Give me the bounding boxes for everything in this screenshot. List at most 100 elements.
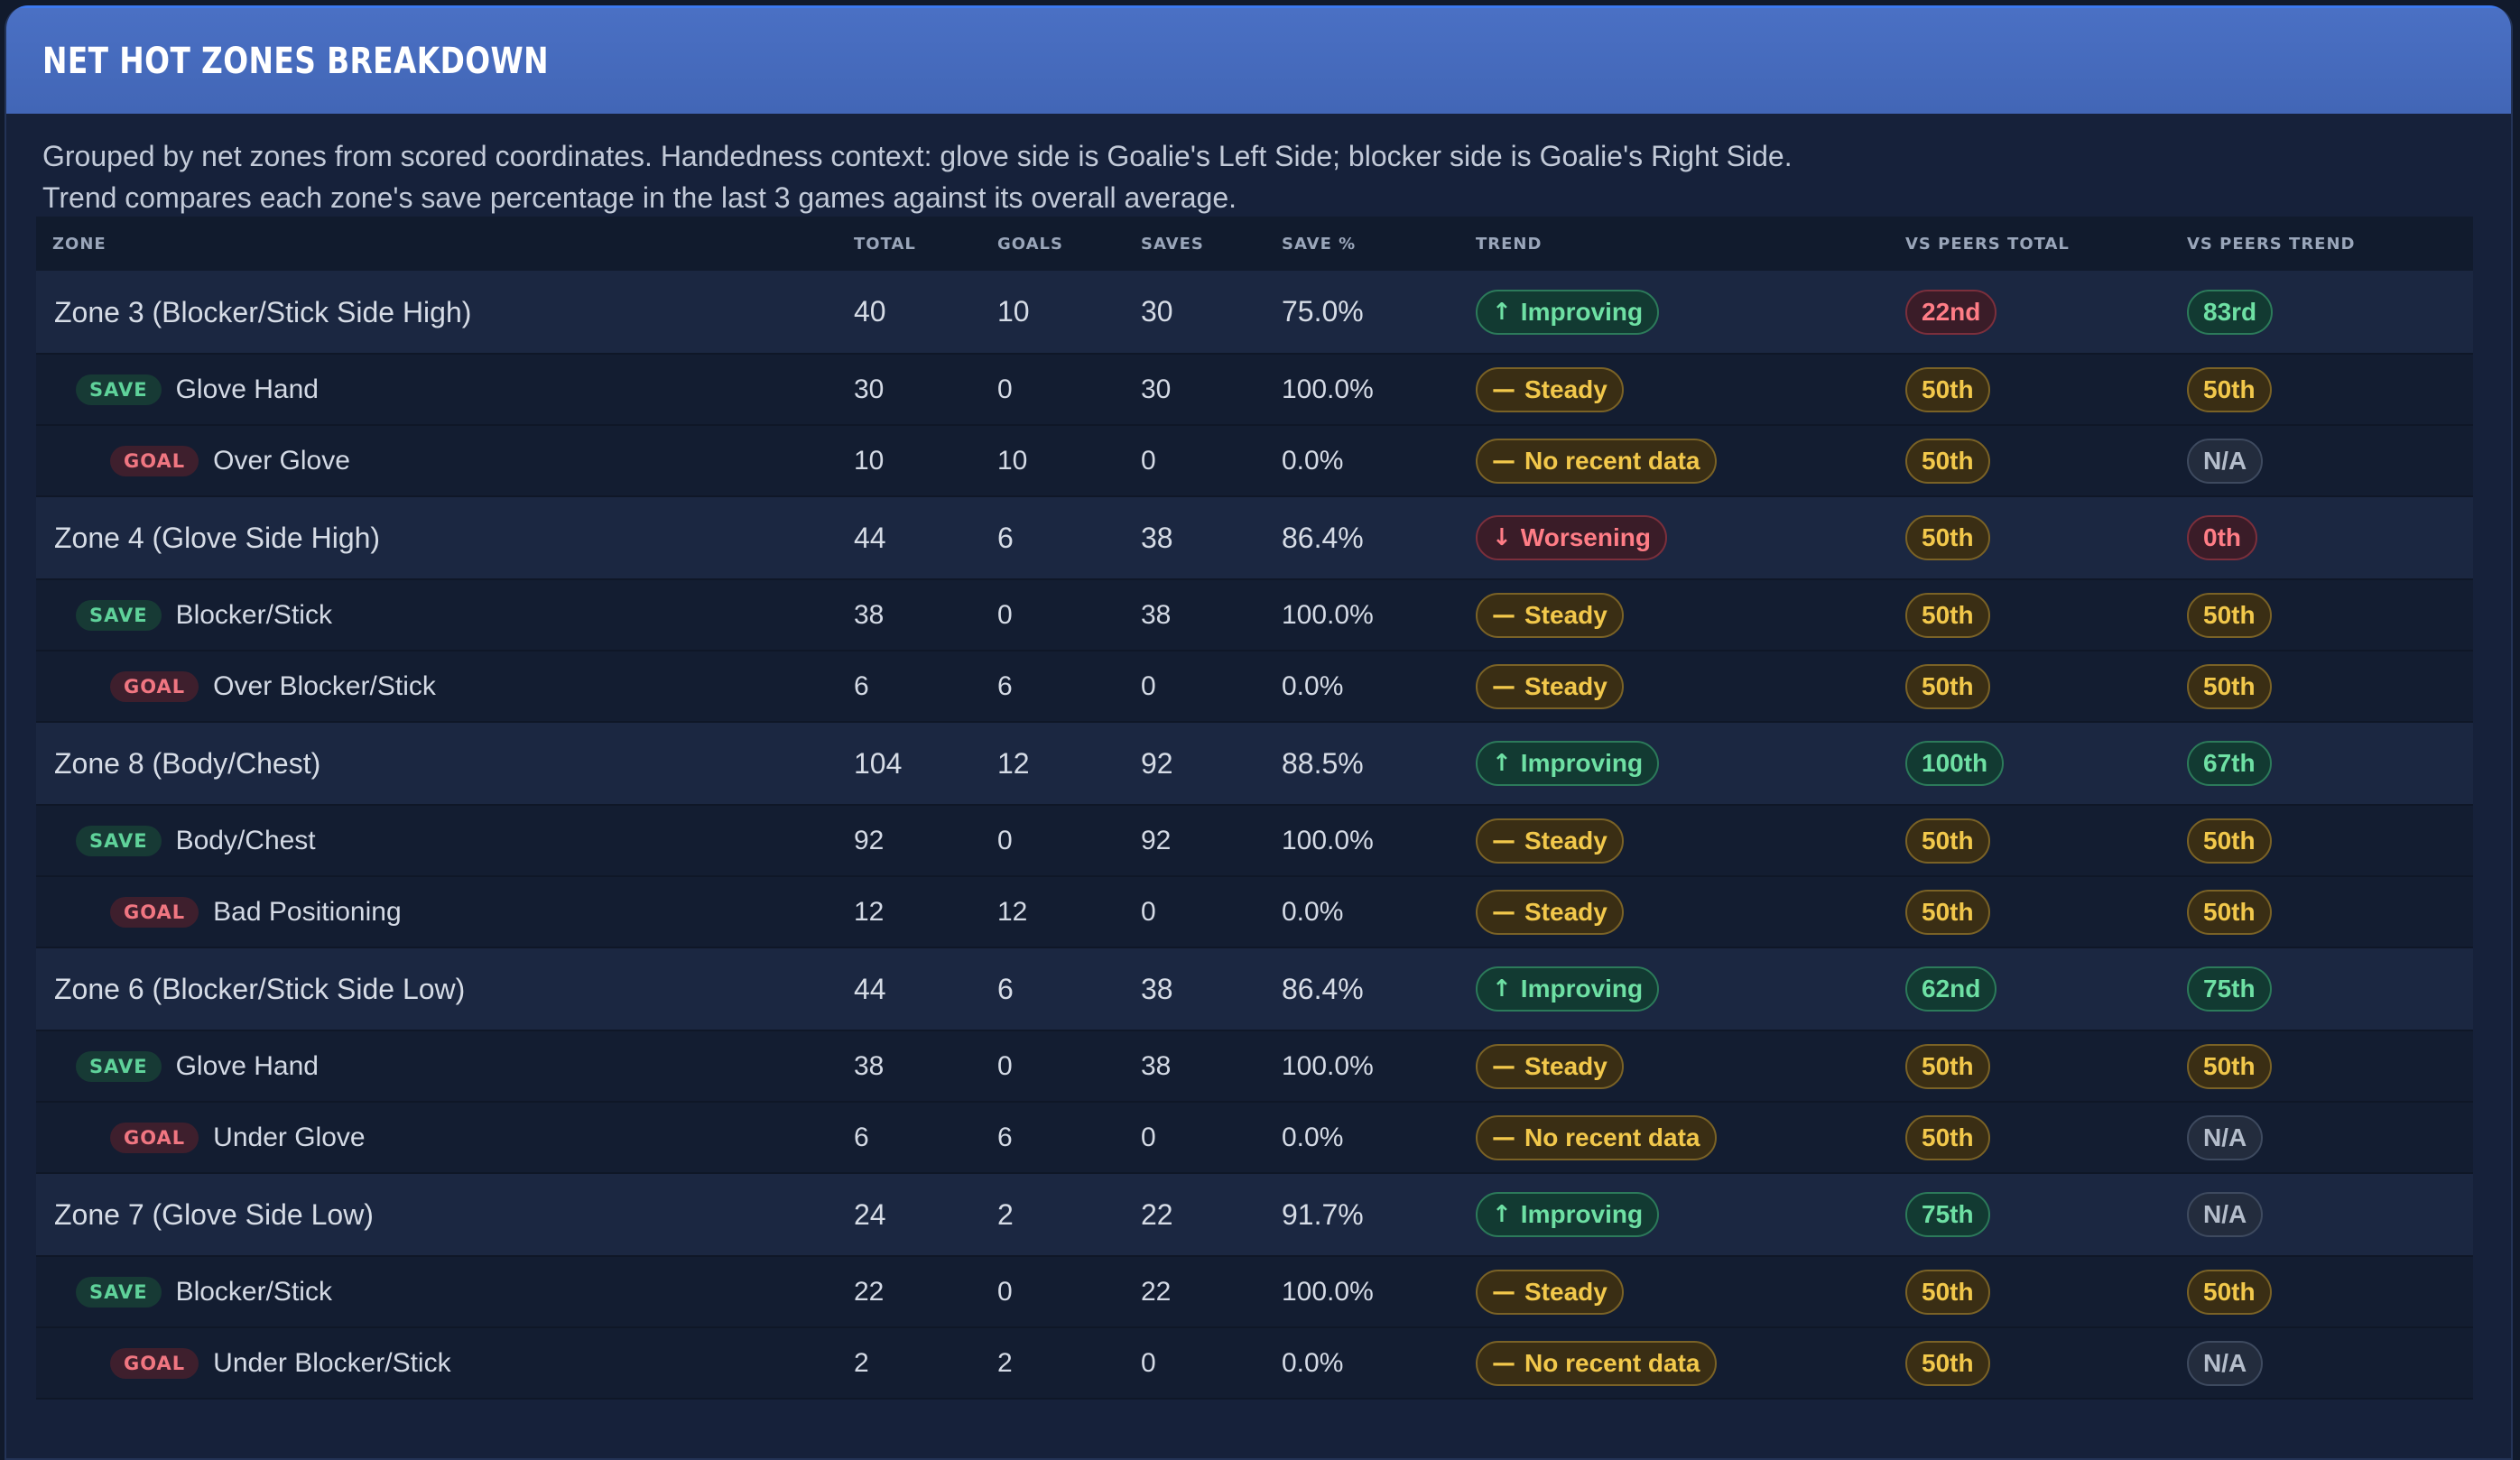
vs-peers-total-badge-label: 50th: [1922, 826, 1974, 855]
vs-peers-trend-badge-label: 50th: [2203, 1277, 2256, 1306]
save-pct-cell: 91.7%: [1282, 1197, 1364, 1231]
column-header-saves[interactable]: SAVES: [1141, 234, 1204, 254]
trend-cell: — No recent data: [1476, 425, 1905, 496]
zones-table: ZONE TOTAL GOALS SAVES SAVE % TREND VS P…: [36, 217, 2473, 1400]
vs-peers-total-cell: 100th: [1905, 722, 2187, 805]
zone-group-row[interactable]: Zone 3 (Blocker/Stick Side High) 40 10 30 75…: [36, 271, 2473, 354]
zone-cell: Zone 6 (Blocker/Stick Side Low): [36, 947, 854, 1030]
zone-group-row[interactable]: Zone 4 (Glove Side High) 44 6 38 86.4% ↓ Worse…: [36, 496, 2473, 579]
goal-tag: GOAL: [110, 1348, 199, 1380]
trend-badge: — Steady: [1476, 592, 1624, 638]
zone-label: Zone 3 (Blocker/Stick Side High): [54, 296, 472, 329]
saves-cell: 38: [1141, 599, 1172, 630]
total-cell: 30: [854, 374, 885, 404]
column-header-save-pct[interactable]: SAVE %: [1282, 234, 1357, 254]
table-header-row: ZONE TOTAL GOALS SAVES SAVE % TREND VS P…: [36, 217, 2473, 271]
vs-peers-trend-badge: 0th: [2187, 515, 2257, 560]
vs-peers-total-cell: 50th: [1905, 651, 2187, 722]
panel-description: Grouped by net zones from scored coordin…: [6, 114, 2511, 218]
vs-peers-total-badge-label: 50th: [1922, 1051, 1974, 1080]
trend-badge-label: Worsening: [1520, 523, 1651, 551]
save-tag: SAVE: [76, 600, 162, 632]
zone-label: Blocker/Stick: [175, 1277, 332, 1308]
zone-cell: Zone 7 (Glove Side Low): [36, 1173, 854, 1256]
trend-cell: — Steady: [1476, 651, 1905, 722]
save-tag: SAVE: [76, 1051, 162, 1083]
trend-cell: — Steady: [1476, 1256, 1905, 1327]
zone-cell: SAVE Blocker/Stick: [36, 1256, 854, 1327]
column-header-goals[interactable]: GOALS: [997, 234, 1063, 254]
vs-peers-total-badge: 50th: [1905, 663, 1990, 709]
vs-peers-total-badge: 62nd: [1905, 966, 1997, 1012]
zone-goal-row: GOAL Over Blocker/Stick 6 6 0 0.0% — Steady 50th…: [36, 651, 2473, 722]
vs-peers-total-badge-label: 62nd: [1922, 975, 1981, 1003]
goals-cell: 0: [997, 374, 1013, 404]
goals-cell: 6: [997, 521, 1014, 554]
trend-badge-label: Steady: [1524, 1277, 1607, 1306]
save-tag: SAVE: [76, 1277, 162, 1308]
vs-peers-total-badge-label: 50th: [1922, 523, 1974, 551]
saves-cell: 30: [1141, 295, 1173, 328]
vs-peers-trend-cell: 67th: [2187, 722, 2473, 805]
dash-icon: —: [1492, 672, 1515, 700]
total-cell: 12: [854, 896, 885, 927]
trend-badge: — No recent data: [1476, 1340, 1717, 1386]
zone-group-row[interactable]: Zone 6 (Blocker/Stick Side Low) 44 6 38 86.4…: [36, 947, 2473, 1030]
vs-peers-total-badge-label: 75th: [1922, 1200, 1974, 1228]
zone-cell: Zone 8 (Body/Chest): [36, 722, 854, 805]
trend-badge: — No recent data: [1476, 1114, 1717, 1160]
vs-peers-total-badge: 50th: [1905, 438, 1990, 484]
zone-label: Zone 4 (Glove Side High): [54, 522, 381, 555]
zone-group-row[interactable]: Zone 8 (Body/Chest) 104 12 92 88.5% ↑ Improvin…: [36, 722, 2473, 805]
zone-group-row[interactable]: Zone 7 (Glove Side Low) 24 2 22 91.7% ↑ Improv…: [36, 1173, 2473, 1256]
vs-peers-trend-badge: N/A: [2187, 1340, 2264, 1386]
vs-peers-trend-badge: N/A: [2187, 1192, 2264, 1237]
dash-icon: —: [1492, 1052, 1515, 1080]
zone-save-row: SAVE Blocker/Stick 22 0 22 100.0% — Steady 50th 5…: [36, 1256, 2473, 1327]
trend-cell: — Steady: [1476, 876, 1905, 947]
dash-icon: —: [1492, 601, 1515, 629]
total-cell: 44: [854, 972, 886, 1005]
column-header-total[interactable]: TOTAL: [854, 234, 916, 254]
column-header-trend[interactable]: TREND: [1476, 234, 1543, 254]
trend-cell: ↓ Worsening: [1476, 496, 1905, 579]
save-pct-cell: 0.0%: [1282, 1347, 1344, 1378]
zone-cell: GOAL Bad Positioning: [36, 876, 854, 947]
trend-cell: — No recent data: [1476, 1102, 1905, 1173]
zone-goal-row: GOAL Bad Positioning 12 12 0 0.0% — Steady 50th 5…: [36, 876, 2473, 947]
vs-peers-trend-badge-label: 50th: [2203, 600, 2256, 629]
vs-peers-total-badge-label: 22nd: [1922, 297, 1981, 326]
column-header-vs-peers-trend[interactable]: VS PEERS TREND: [2187, 234, 2356, 254]
goals-cell: 6: [997, 670, 1013, 701]
trend-cell: ↑ Improving: [1476, 722, 1905, 805]
description-line: Trend compares each zone's save percenta…: [42, 181, 1237, 214]
vs-peers-total-cell: 22nd: [1905, 271, 2187, 354]
column-header-vs-peers-total[interactable]: VS PEERS TOTAL: [1905, 234, 2070, 254]
trend-badge-label: Improving: [1520, 749, 1644, 777]
trend-cell: ↑ Improving: [1476, 271, 1905, 354]
zone-cell: GOAL Over Blocker/Stick: [36, 651, 854, 722]
panel-title: NET HOT ZONES BREAKDOWN: [42, 40, 549, 82]
vs-peers-trend-cell: N/A: [2187, 1327, 2473, 1399]
vs-peers-total-badge: 50th: [1905, 366, 1990, 412]
vs-peers-trend-badge: N/A: [2187, 1114, 2264, 1160]
save-tag: SAVE: [76, 374, 162, 406]
trend-badge-label: Steady: [1524, 897, 1607, 926]
zones-table-wrapper: ZONE TOTAL GOALS SAVES SAVE % TREND VS P…: [36, 217, 2473, 1400]
zone-label: Over Glove: [213, 446, 350, 476]
trend-badge-label: Improving: [1520, 1200, 1644, 1228]
vs-peers-trend-badge-label: N/A: [2203, 1123, 2247, 1151]
vs-peers-trend-badge-label: 0th: [2203, 523, 2241, 551]
zone-cell: Zone 4 (Glove Side High): [36, 496, 854, 579]
zone-goal-row: GOAL Over Glove 10 10 0 0.0% — No recent data 50…: [36, 425, 2473, 496]
vs-peers-total-badge-label: 50th: [1922, 600, 1974, 629]
vs-peers-trend-cell: 50th: [2187, 805, 2473, 876]
trend-badge: ↑ Improving: [1476, 1192, 1660, 1237]
column-header-zone[interactable]: ZONE: [52, 234, 107, 254]
description-line: Grouped by net zones from scored coordin…: [42, 140, 1793, 172]
saves-cell: 0: [1141, 445, 1156, 476]
total-cell: 6: [854, 1122, 869, 1152]
total-cell: 40: [854, 295, 886, 328]
vs-peers-total-cell: 50th: [1905, 876, 2187, 947]
vs-peers-trend-badge-label: 50th: [2203, 1051, 2256, 1080]
